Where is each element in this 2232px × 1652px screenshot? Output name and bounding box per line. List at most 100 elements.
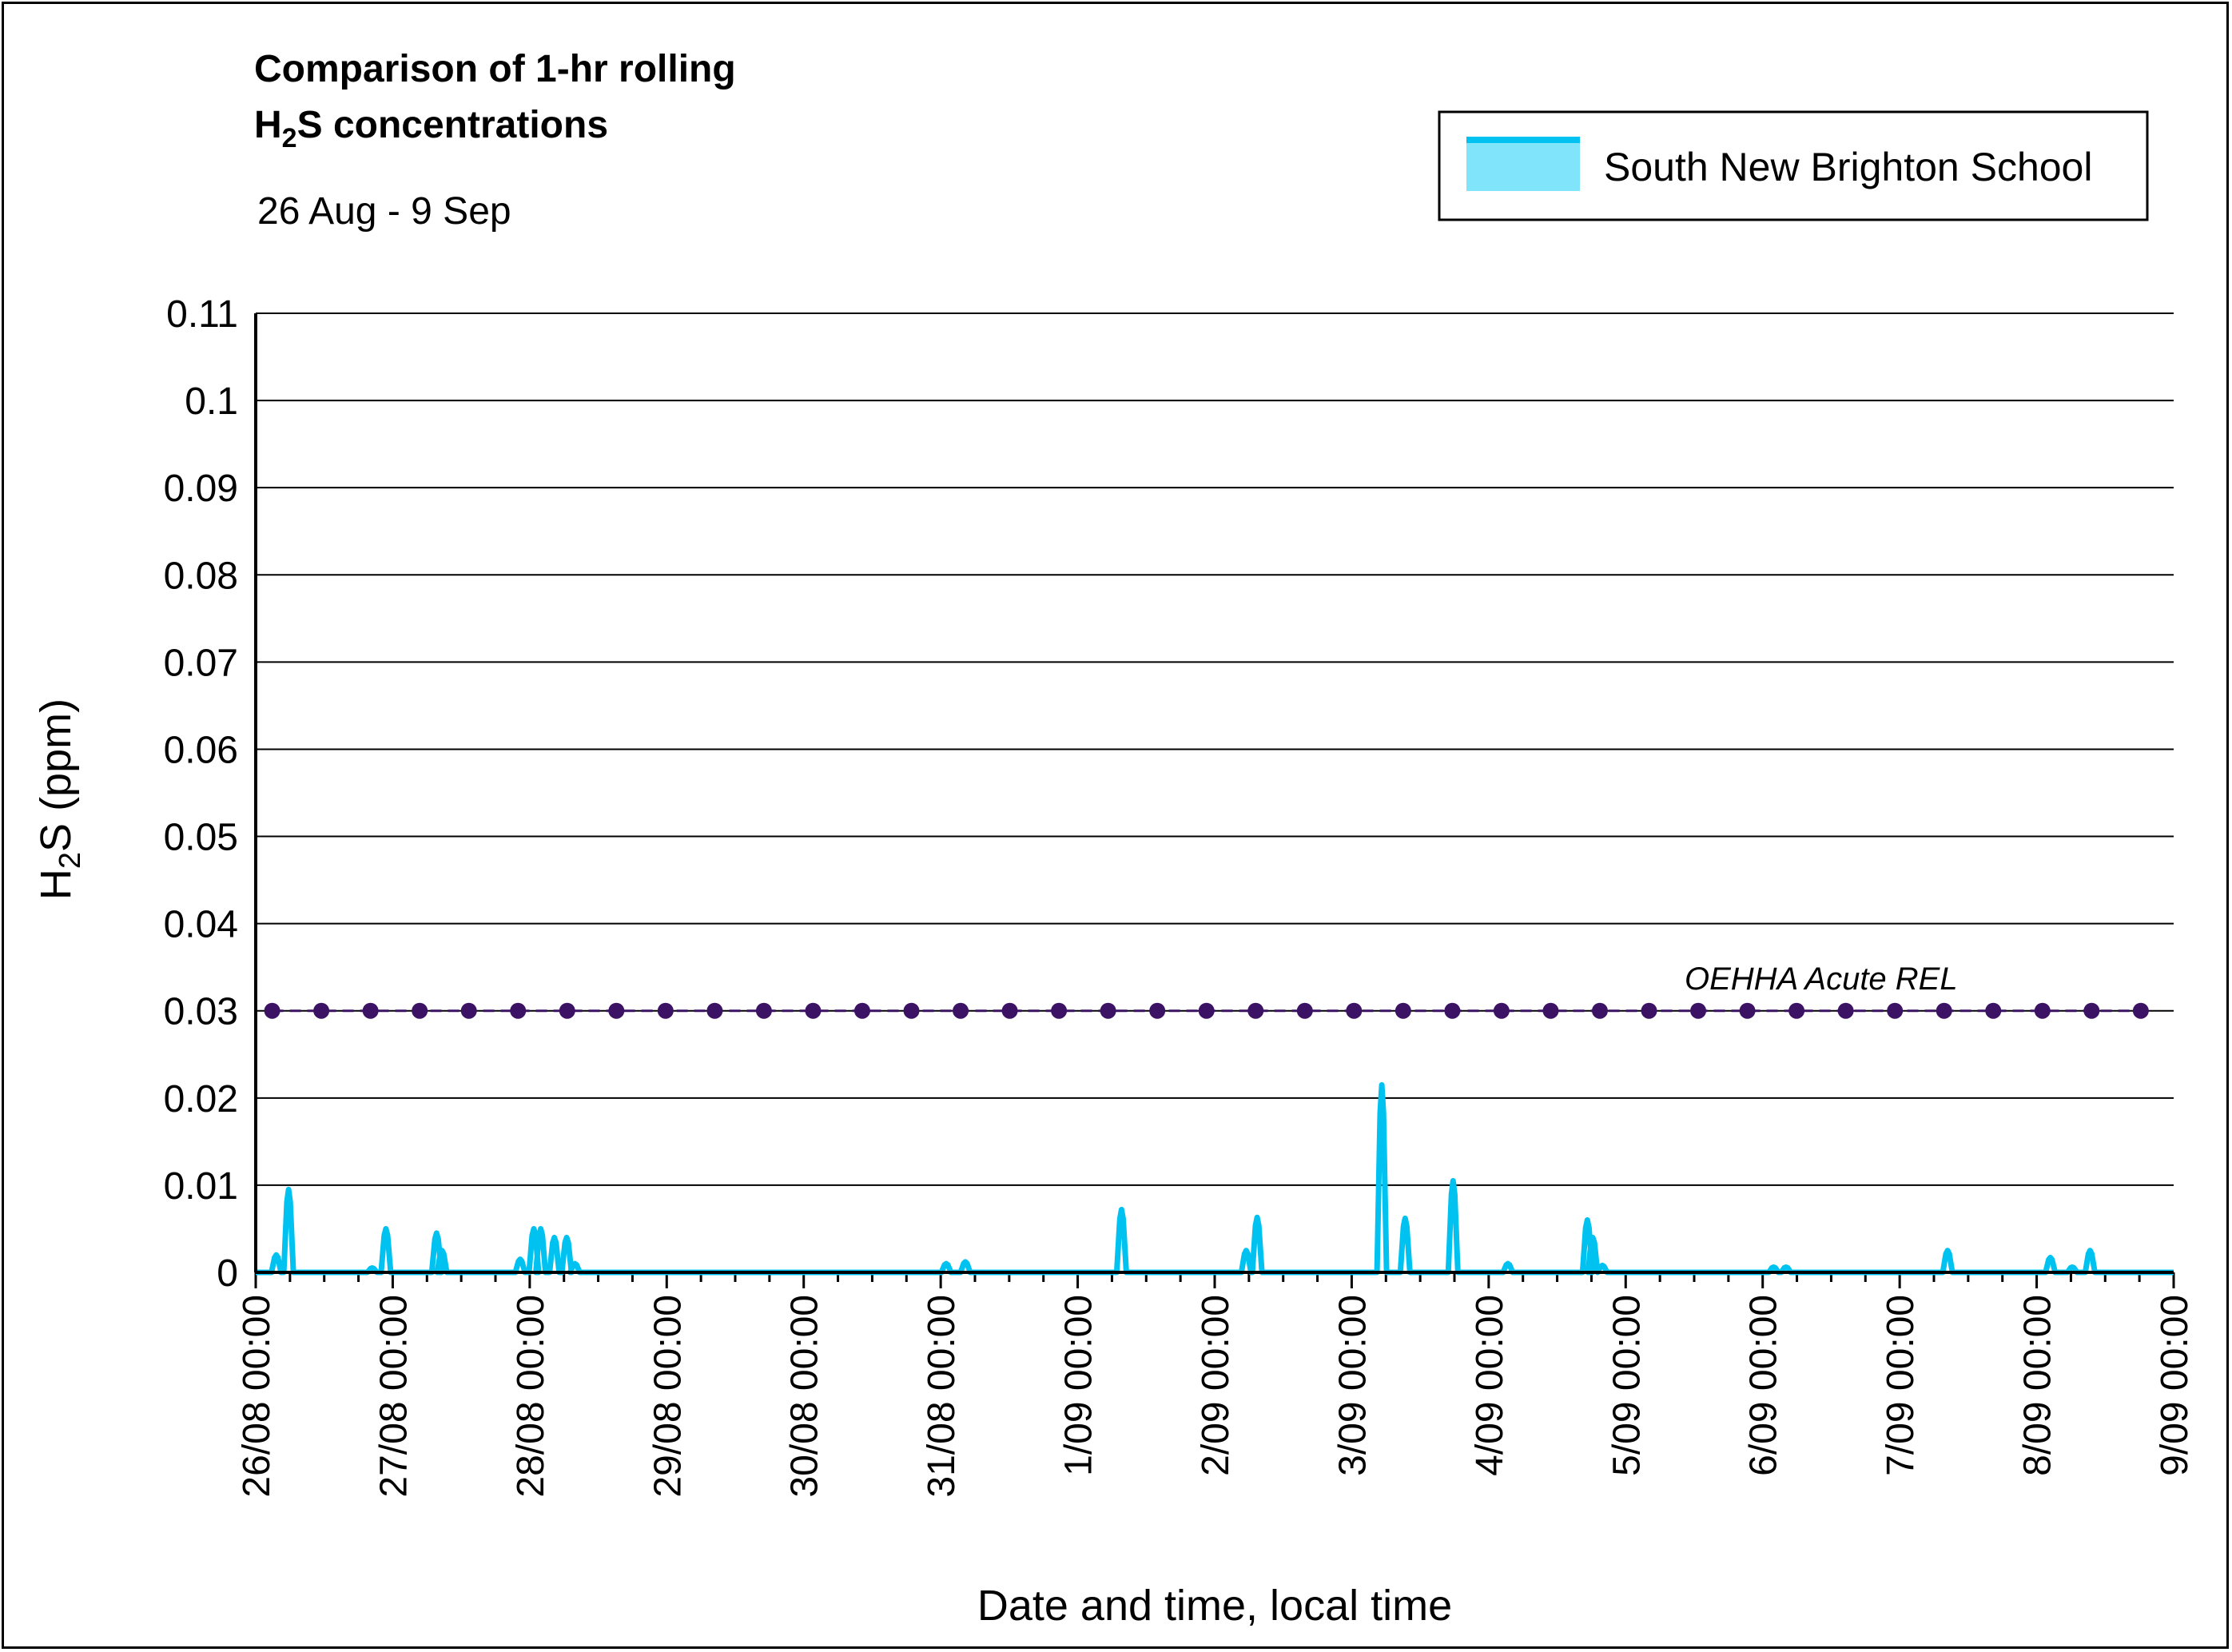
y-tick-label: 0.11: [166, 293, 238, 336]
y-tick-label: 0.05: [164, 817, 238, 859]
reference-marker: [1346, 1002, 1363, 1019]
x-tick-label: 31/08 00:00: [921, 1295, 963, 1498]
reference-marker: [1001, 1002, 1018, 1019]
reference-marker: [608, 1002, 625, 1019]
series-peak-point: [434, 1230, 440, 1236]
series-peak-point: [1119, 1207, 1124, 1212]
reference-marker: [1936, 1002, 1952, 1019]
series-peak-point: [286, 1187, 292, 1192]
reference-marker: [2083, 1002, 2100, 1019]
series-south-new-brighton: [256, 1082, 2174, 1276]
series-peak-point: [1783, 1264, 1788, 1270]
reference-marker: [1198, 1002, 1215, 1019]
series-peak-point: [538, 1226, 543, 1232]
reference-marker: [755, 1002, 772, 1019]
series-peak-point: [273, 1252, 279, 1258]
chart-subtitle: 26 Aug - 9 Sep: [257, 190, 511, 233]
y-title-rest: S (ppm): [32, 699, 80, 852]
title-rest: S concentrations: [297, 104, 608, 146]
reference-marker: [1247, 1002, 1264, 1019]
legend: South New Brighton School: [1438, 110, 2149, 221]
series-peak-point: [1771, 1264, 1776, 1270]
x-tick-label: 4/09 00:00: [1469, 1295, 1511, 1476]
reference-marker: [2132, 1002, 2149, 1019]
x-tick-label: 26/08 00:00: [236, 1295, 278, 1498]
reference-marker: [1985, 1002, 2002, 1019]
reference-marker: [362, 1002, 379, 1019]
reference-marker: [953, 1002, 969, 1019]
reference-marker: [1591, 1002, 1608, 1019]
series-peak-point: [1379, 1082, 1385, 1088]
y-title-subscript: 2: [54, 852, 87, 869]
reference-marker: [903, 1002, 920, 1019]
reference-marker: [1296, 1002, 1313, 1019]
y-tick-label: 0.09: [164, 468, 238, 510]
series-peak-point: [963, 1259, 968, 1264]
reference-marker: [510, 1002, 527, 1019]
reference-marker: [1542, 1002, 1559, 1019]
y-tick-label: 0.1: [185, 380, 238, 423]
x-tick-label: 29/08 00:00: [647, 1295, 689, 1498]
title-h: H: [254, 104, 282, 146]
reference-marker: [1887, 1002, 1904, 1019]
series-peak-point: [383, 1226, 388, 1232]
reference-marker: [1444, 1002, 1461, 1019]
series-peak-point: [1590, 1235, 1596, 1240]
series-peak-point: [2087, 1248, 2093, 1253]
series-peak-point: [1585, 1217, 1590, 1223]
series-peak-point: [1402, 1216, 1408, 1221]
reference-marker: [460, 1002, 477, 1019]
series-peak-point: [551, 1235, 557, 1240]
reference-marker: [1837, 1002, 1854, 1019]
y-tick-label: 0.08: [164, 555, 238, 597]
reference-marker: [1051, 1002, 1068, 1019]
reference-marker: [1100, 1002, 1116, 1019]
x-tick-label: 6/09 00:00: [1743, 1295, 1785, 1476]
legend-label: South New Brighton School: [1604, 145, 2092, 189]
y-axis-ticks: 0 0.01 0.02 0.03 0.04 0.05 0.06 0.07 0.08 0.09 0.1…: [164, 293, 238, 1295]
x-tick-label: 27/08 00:00: [372, 1295, 415, 1498]
reference-marker: [853, 1002, 870, 1019]
x-tick-label: 28/08 00:00: [510, 1295, 552, 1498]
y-tick-label: 0.03: [164, 991, 238, 1033]
reference-marker: [313, 1002, 330, 1019]
reference-marker: [1149, 1002, 1166, 1019]
x-tick-label: 2/09 00:00: [1195, 1295, 1237, 1476]
series-peak-point: [2047, 1255, 2053, 1260]
series-peak-point: [517, 1256, 523, 1262]
series-peak-point: [369, 1265, 375, 1271]
series-peak-point: [1600, 1263, 1605, 1268]
x-tick-label: 7/09 00:00: [1880, 1295, 1922, 1476]
title-subscript: 2: [282, 123, 297, 153]
x-tick-label: 5/09 00:00: [1605, 1295, 1648, 1476]
x-tick-label: 9/09 00:00: [2154, 1295, 2196, 1476]
chart-title-line-1: Comparison of 1-hr rolling: [254, 48, 736, 90]
reference-marker: [2034, 1002, 2051, 1019]
y-axis-title: H2S (ppm): [32, 699, 87, 900]
y-tick-label: 0.06: [164, 729, 238, 771]
reference-marker: [1690, 1002, 1707, 1019]
x-axis-title: Date and time, local time: [977, 1582, 1452, 1630]
reference-marker: [559, 1002, 575, 1019]
reference-marker: [412, 1002, 428, 1019]
y-title-h: H: [32, 869, 80, 900]
series-peak-point: [944, 1261, 949, 1267]
reference-line-label: OEHHA Acute REL: [1685, 961, 1958, 997]
y-tick-label: 0: [217, 1252, 238, 1295]
y-tick-label: 0.01: [164, 1165, 238, 1208]
reference-marker: [1493, 1002, 1510, 1019]
reference-marker: [805, 1002, 822, 1019]
series-peak-point: [1243, 1248, 1249, 1253]
reference-marker: [1641, 1002, 1657, 1019]
gridlines: [256, 312, 2174, 1186]
reference-marker: [264, 1002, 280, 1019]
x-tick-label: 1/09 00:00: [1058, 1295, 1100, 1476]
reference-marker: [1788, 1002, 1805, 1019]
x-tick-label: 30/08 00:00: [784, 1295, 826, 1498]
series-peak-point: [564, 1235, 570, 1240]
series-peak-point: [1255, 1215, 1260, 1220]
series-peak-point: [1450, 1178, 1456, 1184]
y-tick-label: 0.02: [164, 1078, 238, 1121]
